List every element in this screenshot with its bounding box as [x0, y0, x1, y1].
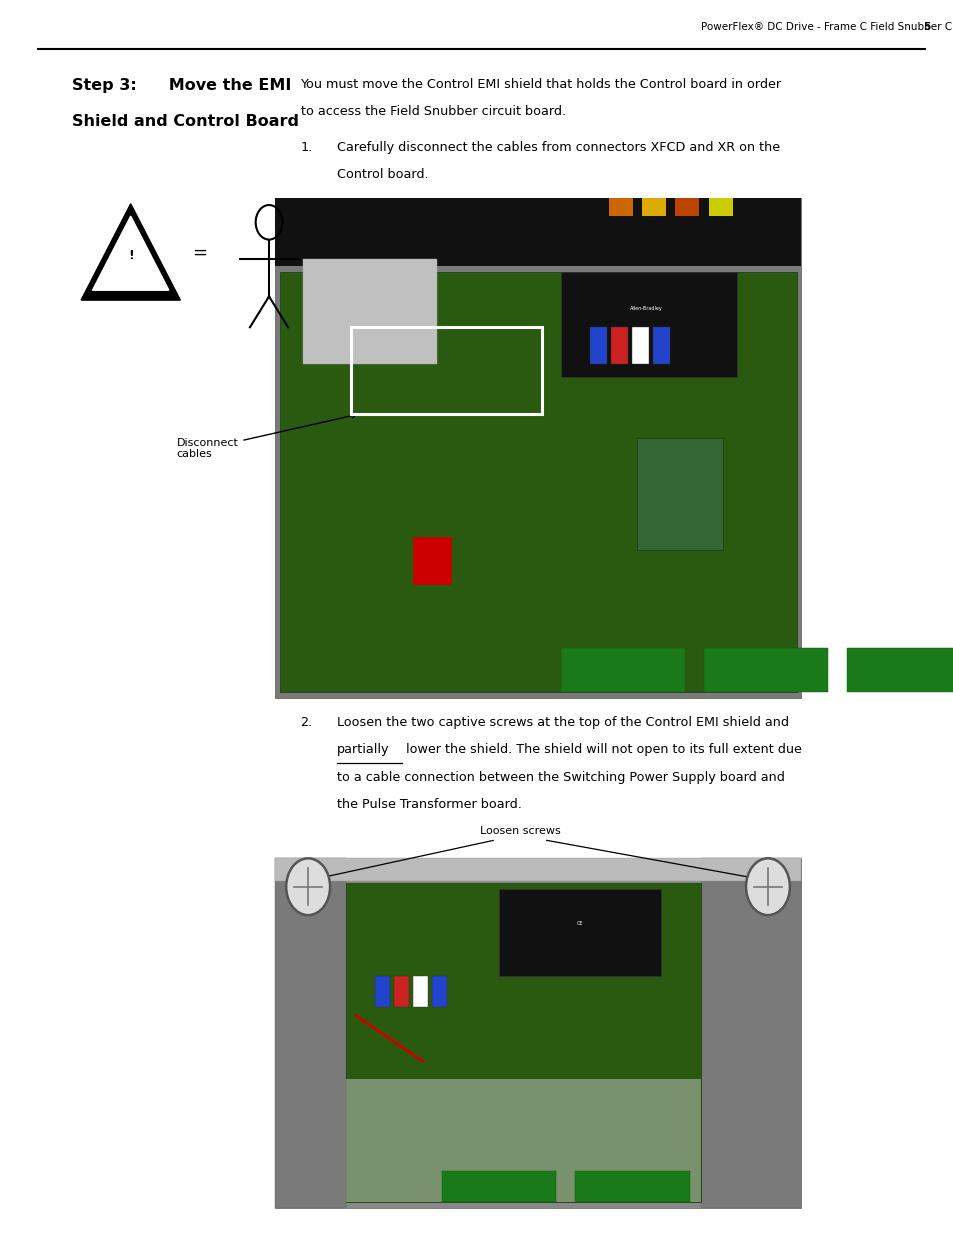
- Bar: [274, 198, 801, 266]
- Bar: [351, 327, 541, 414]
- Text: Shield and Control Board: Shield and Control Board: [71, 114, 298, 128]
- Bar: [279, 272, 796, 692]
- Text: to access the Field Snubber circuit board.: to access the Field Snubber circuit boar…: [300, 105, 565, 119]
- Circle shape: [286, 858, 330, 915]
- Bar: [560, 648, 684, 692]
- Text: Allen-Bradley: Allen-Bradley: [630, 306, 662, 311]
- Bar: [346, 1079, 700, 1202]
- Text: Disconnect
cables: Disconnect cables: [176, 414, 356, 459]
- Text: Carefully disconnect the cables from connectors XFCD and XR on the: Carefully disconnect the cables from con…: [336, 141, 779, 154]
- Bar: [346, 883, 700, 1202]
- Bar: [394, 976, 409, 1007]
- Bar: [652, 327, 669, 364]
- Text: 1.: 1.: [300, 141, 313, 154]
- Polygon shape: [81, 204, 180, 300]
- Bar: [375, 976, 390, 1007]
- Bar: [498, 889, 660, 976]
- Bar: [432, 976, 447, 1007]
- Bar: [637, 438, 722, 550]
- Bar: [610, 327, 627, 364]
- Text: !: !: [128, 249, 133, 262]
- Circle shape: [745, 858, 789, 915]
- Text: You must move the Control EMI shield that holds the Control board in order: You must move the Control EMI shield tha…: [300, 78, 781, 91]
- Bar: [631, 327, 648, 364]
- Text: Step 3:  Move the EMI: Step 3: Move the EMI: [71, 78, 291, 93]
- Text: partially: partially: [336, 743, 389, 757]
- Text: to a cable connection between the Switching Power Supply board and: to a cable connection between the Switch…: [336, 771, 783, 784]
- Bar: [675, 198, 699, 216]
- Text: Loosen the two captive screws at the top of the Control EMI shield and: Loosen the two captive screws at the top…: [336, 716, 788, 730]
- Bar: [274, 198, 801, 698]
- Bar: [708, 198, 732, 216]
- Text: PowerFlex® DC Drive - Frame C Field Snubber Circuit Board: PowerFlex® DC Drive - Frame C Field Snub…: [700, 22, 953, 32]
- Text: Loosen screws: Loosen screws: [479, 826, 559, 836]
- Text: lower the shield. The shield will not open to its full extent due: lower the shield. The shield will not op…: [401, 743, 801, 757]
- Bar: [846, 648, 953, 692]
- Bar: [441, 1171, 556, 1202]
- Bar: [700, 858, 801, 1208]
- Bar: [303, 259, 436, 364]
- Bar: [560, 272, 737, 377]
- Text: Control board.: Control board.: [336, 168, 428, 182]
- Bar: [575, 1171, 689, 1202]
- Polygon shape: [92, 216, 169, 290]
- Bar: [413, 537, 451, 584]
- Text: CE: CE: [577, 921, 582, 926]
- Bar: [274, 858, 801, 881]
- Bar: [608, 198, 632, 216]
- Text: =: =: [192, 245, 207, 262]
- Bar: [274, 858, 801, 1208]
- Bar: [703, 648, 827, 692]
- Text: 2.: 2.: [300, 716, 313, 730]
- Bar: [274, 858, 346, 1208]
- Text: 5: 5: [923, 22, 930, 32]
- Bar: [589, 327, 606, 364]
- Bar: [413, 976, 428, 1007]
- Bar: [641, 198, 665, 216]
- Text: the Pulse Transformer board.: the Pulse Transformer board.: [336, 798, 521, 811]
